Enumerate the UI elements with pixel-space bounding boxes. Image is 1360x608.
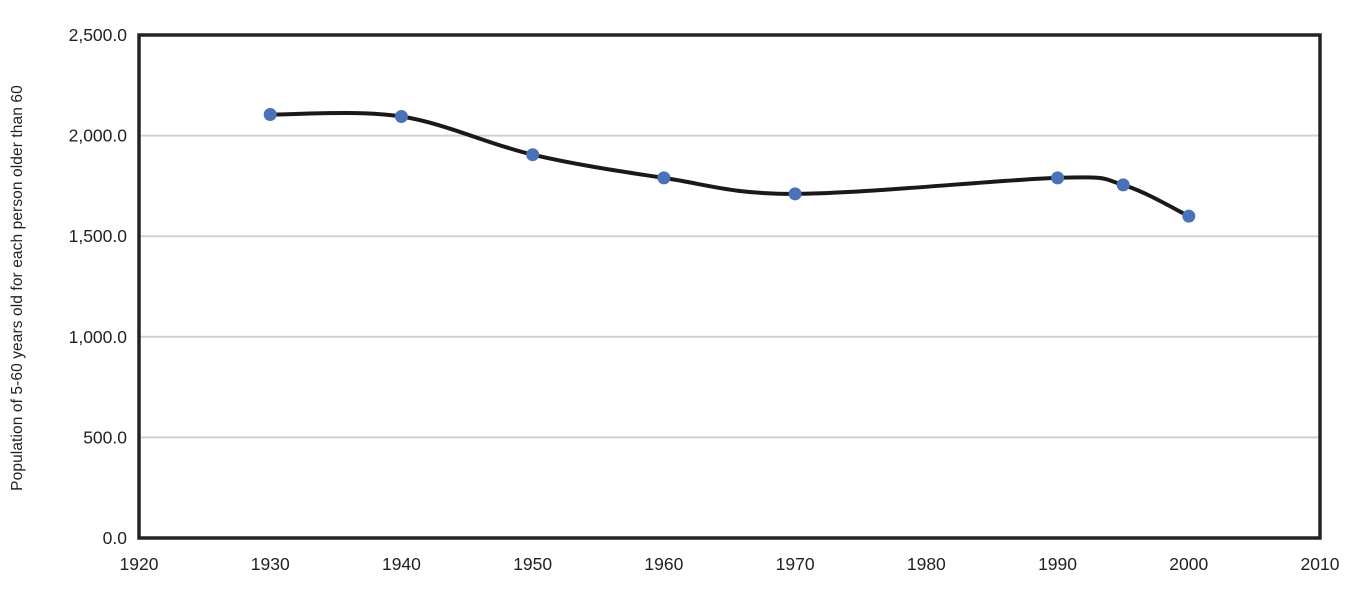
data-point-marker [1116,178,1130,192]
y-tick-label: 1,500.0 [69,226,128,246]
data-point-marker [1182,209,1196,223]
x-tick-label: 1950 [513,554,552,574]
data-point-marker [526,148,540,162]
x-tick-label: 1980 [907,554,946,574]
y-tick-label: 2,000.0 [69,126,128,146]
x-tick-label: 2000 [1169,554,1208,574]
plot-frame [137,33,1322,540]
y-tick-label: 2,500.0 [69,25,128,45]
x-tick-label: 1990 [1038,554,1077,574]
y-tick-label: 1,000.0 [69,327,128,347]
y-tick-label: 0.0 [103,528,128,548]
x-tick-label: 1960 [644,554,683,574]
x-tick-label: 1970 [776,554,815,574]
y-tick-label: 500.0 [83,427,127,447]
x-tick-label: 1940 [382,554,421,574]
x-tick-label: 1930 [251,554,290,574]
x-tick-label: 1920 [120,554,159,574]
data-point-marker [657,171,671,185]
data-point-marker [394,110,408,123]
y-axis-title: Population of 5-60 years old for each pe… [9,85,26,491]
data-point-marker [1051,171,1065,185]
data-point-marker [788,187,802,201]
data-line [268,110,1191,219]
data-point-marker [263,108,277,121]
x-tick-label: 2010 [1301,554,1340,574]
